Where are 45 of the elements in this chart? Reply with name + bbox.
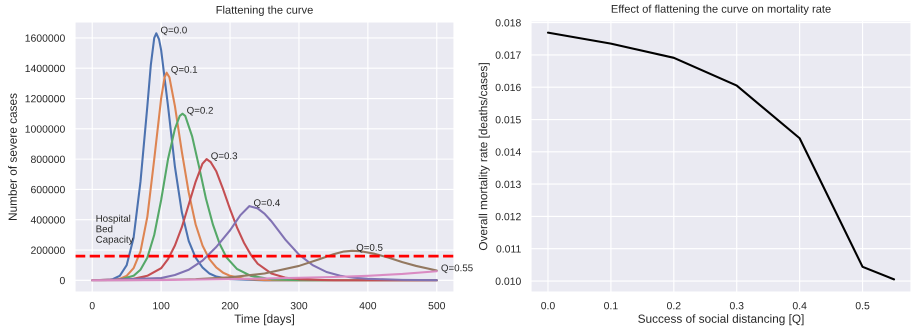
annotation: Q=0.1	[171, 66, 198, 75]
annotation: Q=0.55	[441, 264, 473, 274]
x-axis-title: Time [days]	[234, 314, 294, 326]
y-tick-label: 0.012	[496, 212, 521, 220]
x-tick-label: 0.3	[730, 302, 744, 310]
line-series	[546, 32, 896, 280]
y-tick-label: 400000	[30, 216, 65, 224]
x-tick-label: 0.5	[856, 302, 870, 310]
chart-title: Effect of flattening the curve on mortality rate	[612, 4, 831, 15]
x-tick-label: 300	[290, 302, 308, 310]
y-axis-title: Overall mortality rate [deaths/cases]	[478, 63, 490, 250]
annotation: Q=0.0	[160, 26, 187, 36]
y-tick-label: 200000	[31, 246, 65, 254]
x-tick-label: 0.0	[541, 302, 555, 310]
x-axis-title: Success of social distancing [Q]	[638, 314, 804, 326]
y-tick-label: 0.014	[496, 148, 521, 156]
annotation: Q=0.4	[254, 199, 280, 208]
y-axis-title: Number of severe cases	[8, 93, 17, 220]
annotation: Q=0.3	[211, 152, 238, 161]
y-tick-label: 0.016	[496, 84, 521, 92]
x-tick-label: 0.1	[604, 302, 618, 310]
x-tick-label: 0.2	[666, 302, 681, 310]
y-tick-label: 1600000	[26, 34, 65, 42]
x-tick-label: 100	[153, 302, 170, 310]
y-tick-label: 0.013	[496, 180, 521, 188]
y-tick-label: 600000	[31, 186, 65, 194]
y-tick-label: 1000000	[26, 125, 65, 133]
x-tick-label: 0	[90, 302, 95, 310]
x-tick-label: 500	[428, 302, 446, 310]
annotation: Q=0.2	[187, 106, 213, 116]
line-series	[91, 270, 438, 282]
y-tick-label: 0.010	[496, 278, 521, 285]
x-tick-label: 400	[359, 302, 376, 310]
x-tick-label: 200	[222, 302, 238, 310]
y-tick-label: 0.017	[496, 51, 521, 59]
y-tick-label: 0.015	[496, 116, 521, 124]
y-tick-label: 0	[60, 276, 65, 284]
annotation: Q=0.5	[356, 244, 383, 253]
y-tick-label: 1200000	[26, 95, 65, 102]
x-tick-label: 0.4	[792, 302, 807, 310]
chart-title: Flattening the curve	[216, 6, 313, 16]
y-tick-label: 0.018	[496, 19, 521, 26]
y-tick-label: 800000	[30, 156, 65, 163]
y-tick-label: 0.011	[496, 245, 521, 253]
y-tick-label: 1400000	[26, 64, 65, 72]
